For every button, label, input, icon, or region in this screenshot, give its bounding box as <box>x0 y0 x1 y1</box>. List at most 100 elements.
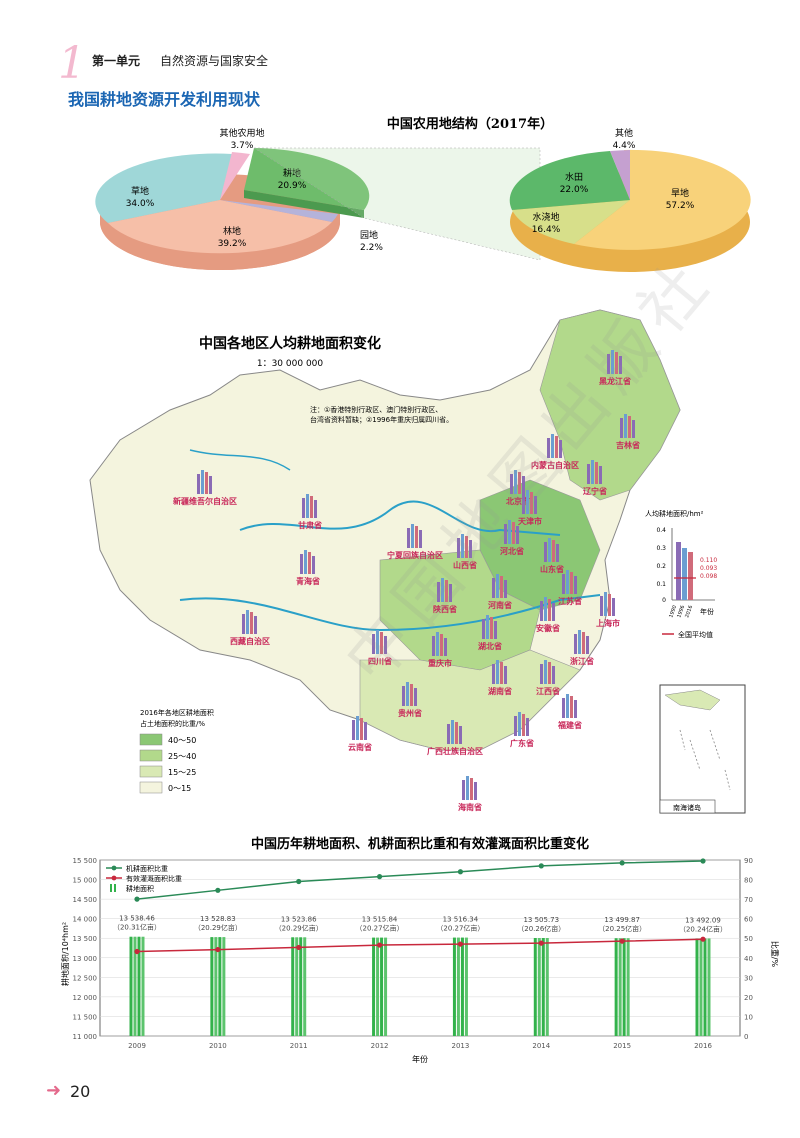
series-point <box>215 946 221 953</box>
province-bar <box>587 464 590 484</box>
province-bar <box>242 614 245 634</box>
label-other-r: 其他 <box>615 127 633 139</box>
map-legend: 2016年各地区耕地面积 占土地面积的比重/% 40～50 25～40 15～25 0… <box>139 708 214 794</box>
province-bar <box>300 554 303 574</box>
legend-series-label: 有效灌溉面积比重 <box>126 874 182 883</box>
province-bar <box>490 617 493 639</box>
province-bar <box>530 492 533 514</box>
province-bar <box>608 594 611 616</box>
province-label: 福建省 <box>557 720 582 730</box>
unit-number: 1 <box>58 38 86 89</box>
province-bar <box>547 438 550 458</box>
bar-farmland <box>614 938 618 1036</box>
bar-farmland <box>537 937 541 1036</box>
province-bar <box>552 603 555 621</box>
province-14: 陕西省 <box>433 578 457 614</box>
right-pie <box>509 149 751 272</box>
series-line <box>136 860 704 900</box>
bar-farmland <box>707 938 711 1036</box>
legend-label: 0～15 <box>168 784 191 793</box>
province-28: 广西壮族自治区 <box>427 720 483 756</box>
province-bar <box>486 615 489 639</box>
label-dryland: 旱地 <box>671 187 689 199</box>
series-point <box>215 887 221 893</box>
province-bar <box>504 580 507 598</box>
bar-farmland <box>622 938 626 1036</box>
province-bar <box>384 636 387 654</box>
map-region-northeast <box>539 309 681 501</box>
province-bar <box>459 726 462 744</box>
inset-val-1: 0.093 <box>700 565 717 572</box>
province-bar <box>522 476 525 494</box>
label-irrigated: 水浇地 <box>532 211 559 223</box>
pie-slice-dryland <box>574 149 751 250</box>
value-garden: 2.2% <box>360 243 383 253</box>
bar-farmland <box>452 937 456 1036</box>
province-bar <box>312 556 315 574</box>
legend-marker <box>111 865 117 871</box>
map-river-north <box>189 449 291 471</box>
legend-label: 40～50 <box>168 736 196 745</box>
value-cultivated: 20.9% <box>278 181 307 191</box>
province-bar <box>555 436 558 458</box>
province-bar <box>201 470 204 494</box>
province-label: 江苏省 <box>558 596 582 606</box>
province-bar <box>441 578 444 602</box>
province-label: 宁夏回族自治区 <box>387 550 443 560</box>
ytick-right: 60 <box>744 916 753 924</box>
province-bar <box>306 494 309 518</box>
bar-farmland <box>384 937 388 1036</box>
bar-farmland <box>291 937 295 1036</box>
province-5: 天津市 <box>518 490 542 526</box>
xtick: 2012 <box>371 1042 389 1050</box>
trend-title: 中国历年耕地面积、机耕面积比重和有效灌溉面积比重变化 <box>251 836 589 852</box>
xtick: 2016 <box>694 1042 712 1050</box>
series-point <box>134 896 140 902</box>
province-bar <box>310 496 313 518</box>
province-bar <box>496 660 499 684</box>
legend-label: 15～25 <box>168 768 196 777</box>
province-label: 湖南省 <box>488 686 512 696</box>
province-label: 上海市 <box>596 618 620 628</box>
province-bar <box>410 684 413 706</box>
province-13: 西藏自治区 <box>230 610 270 646</box>
xtick: 2013 <box>452 1042 470 1050</box>
label-forest: 林地 <box>223 225 241 237</box>
province-bar <box>504 666 507 684</box>
bar-farmland <box>618 938 622 1036</box>
province-bar <box>526 490 529 514</box>
ytick-left: 15 500 <box>73 857 98 865</box>
province-bar <box>600 596 603 616</box>
value-dryland: 57.2% <box>666 201 695 211</box>
ytick-left: 11 000 <box>73 1033 98 1041</box>
pie-slice-forest <box>108 200 332 254</box>
unit-subtitle: 自然资源与国家安全 <box>160 54 269 68</box>
south-sea-inset: 南海诸岛 <box>659 684 746 814</box>
province-bar <box>314 500 317 518</box>
province-bar <box>619 356 622 374</box>
bar-label-mu: （20.25亿亩） <box>598 924 646 933</box>
province-label: 河南省 <box>488 600 512 610</box>
unit-title: 第一单元 <box>92 54 141 68</box>
province-bar <box>380 632 383 654</box>
province-bar <box>516 526 519 544</box>
province-bar <box>449 584 452 602</box>
province-bar <box>470 778 473 800</box>
ytick-left: 15 000 <box>73 877 98 885</box>
map-legend-title-2: 占土地面积的比重/% <box>140 719 205 728</box>
province-bar <box>308 552 311 574</box>
province-6: 河北省 <box>500 520 524 556</box>
inset-val-0: 0.110 <box>700 557 717 564</box>
bar-farmland <box>210 937 214 1036</box>
series-point <box>457 869 464 875</box>
province-bar <box>414 688 417 706</box>
ytick-left: 14 500 <box>73 896 98 904</box>
farmland-trend-chart: 中国历年耕地面积、机耕面积比重和有效灌溉面积比重变化 13 538.46（20.… <box>60 836 780 1064</box>
bar-farmland <box>695 938 699 1036</box>
value-grass: 34.0% <box>126 199 155 209</box>
province-bar <box>376 630 379 654</box>
province-label: 江西省 <box>536 686 560 696</box>
bar-farmland <box>380 937 384 1036</box>
province-bar <box>197 474 200 494</box>
